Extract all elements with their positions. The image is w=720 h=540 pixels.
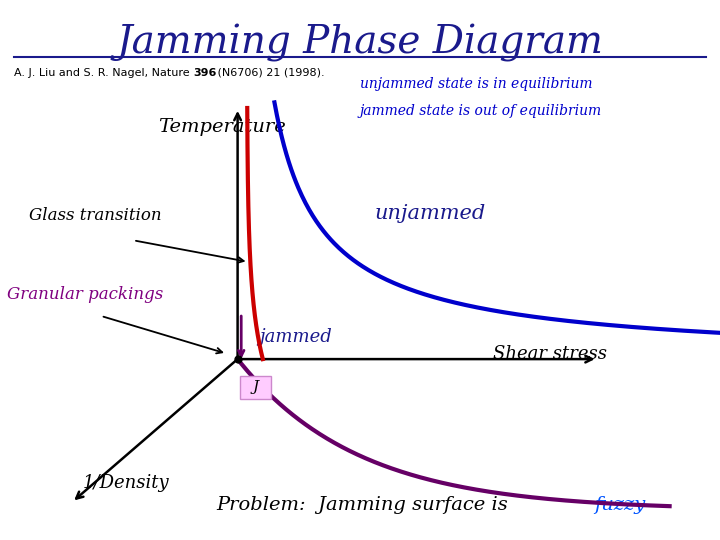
Text: jammed state is out of equilibrium: jammed state is out of equilibrium xyxy=(360,104,602,118)
Text: jammed: jammed xyxy=(259,328,332,347)
Text: J: J xyxy=(253,380,258,394)
Text: unjammed: unjammed xyxy=(374,204,486,223)
Text: Granular packings: Granular packings xyxy=(7,286,163,303)
Text: 1/Density: 1/Density xyxy=(83,474,169,492)
Text: Shear stress: Shear stress xyxy=(493,345,607,363)
Text: Jamming Phase Diagram: Jamming Phase Diagram xyxy=(117,24,603,62)
Bar xyxy=(240,376,271,399)
Text: fuzzy: fuzzy xyxy=(594,496,645,514)
Text: Glass transition: Glass transition xyxy=(29,207,161,225)
Text: Temperature: Temperature xyxy=(158,118,286,136)
Text: (N6706) 21 (1998).: (N6706) 21 (1998). xyxy=(214,68,325,78)
Text: 396: 396 xyxy=(193,68,216,78)
Text: Problem:  Jamming surface is: Problem: Jamming surface is xyxy=(216,496,514,514)
Text: unjammed state is in equilibrium: unjammed state is in equilibrium xyxy=(360,77,593,91)
Text: A. J. Liu and S. R. Nagel, Nature: A. J. Liu and S. R. Nagel, Nature xyxy=(14,68,194,78)
